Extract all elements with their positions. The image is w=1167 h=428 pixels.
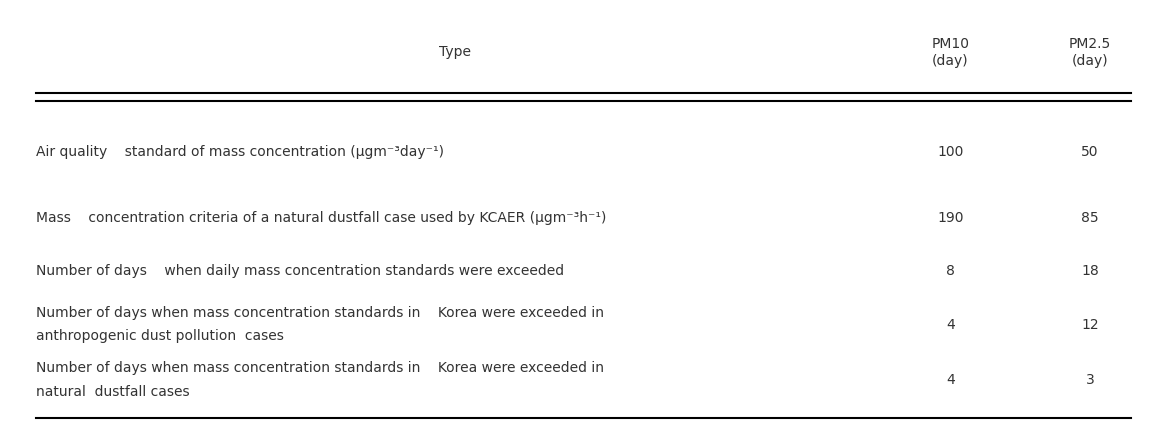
Text: 100: 100 bbox=[937, 146, 964, 159]
Text: Mass    concentration criteria of a natural dustfall case used by KCAER (μgm⁻³h⁻: Mass concentration criteria of a natural… bbox=[36, 211, 607, 225]
Text: 85: 85 bbox=[1081, 211, 1099, 225]
Text: Number of days when mass concentration standards in    Korea were exceeded in: Number of days when mass concentration s… bbox=[36, 361, 605, 375]
Text: 18: 18 bbox=[1081, 265, 1099, 278]
Text: anthropogenic dust pollution  cases: anthropogenic dust pollution cases bbox=[36, 329, 285, 343]
Text: 8: 8 bbox=[945, 265, 955, 278]
Text: PM2.5
(day): PM2.5 (day) bbox=[1069, 37, 1111, 68]
Text: 50: 50 bbox=[1081, 146, 1098, 159]
Text: Number of days    when daily mass concentration standards were exceeded: Number of days when daily mass concentra… bbox=[36, 265, 565, 278]
Text: Type: Type bbox=[440, 45, 471, 59]
Text: 4: 4 bbox=[946, 373, 955, 387]
Text: 190: 190 bbox=[937, 211, 964, 225]
Text: 3: 3 bbox=[1085, 373, 1095, 387]
Text: PM10
(day): PM10 (day) bbox=[931, 37, 970, 68]
Text: 4: 4 bbox=[946, 318, 955, 332]
Text: 12: 12 bbox=[1081, 318, 1099, 332]
Text: Air quality    standard of mass concentration (μgm⁻³day⁻¹): Air quality standard of mass concentrati… bbox=[36, 146, 445, 159]
Text: natural  dustfall cases: natural dustfall cases bbox=[36, 384, 190, 398]
Text: Number of days when mass concentration standards in    Korea were exceeded in: Number of days when mass concentration s… bbox=[36, 306, 605, 320]
